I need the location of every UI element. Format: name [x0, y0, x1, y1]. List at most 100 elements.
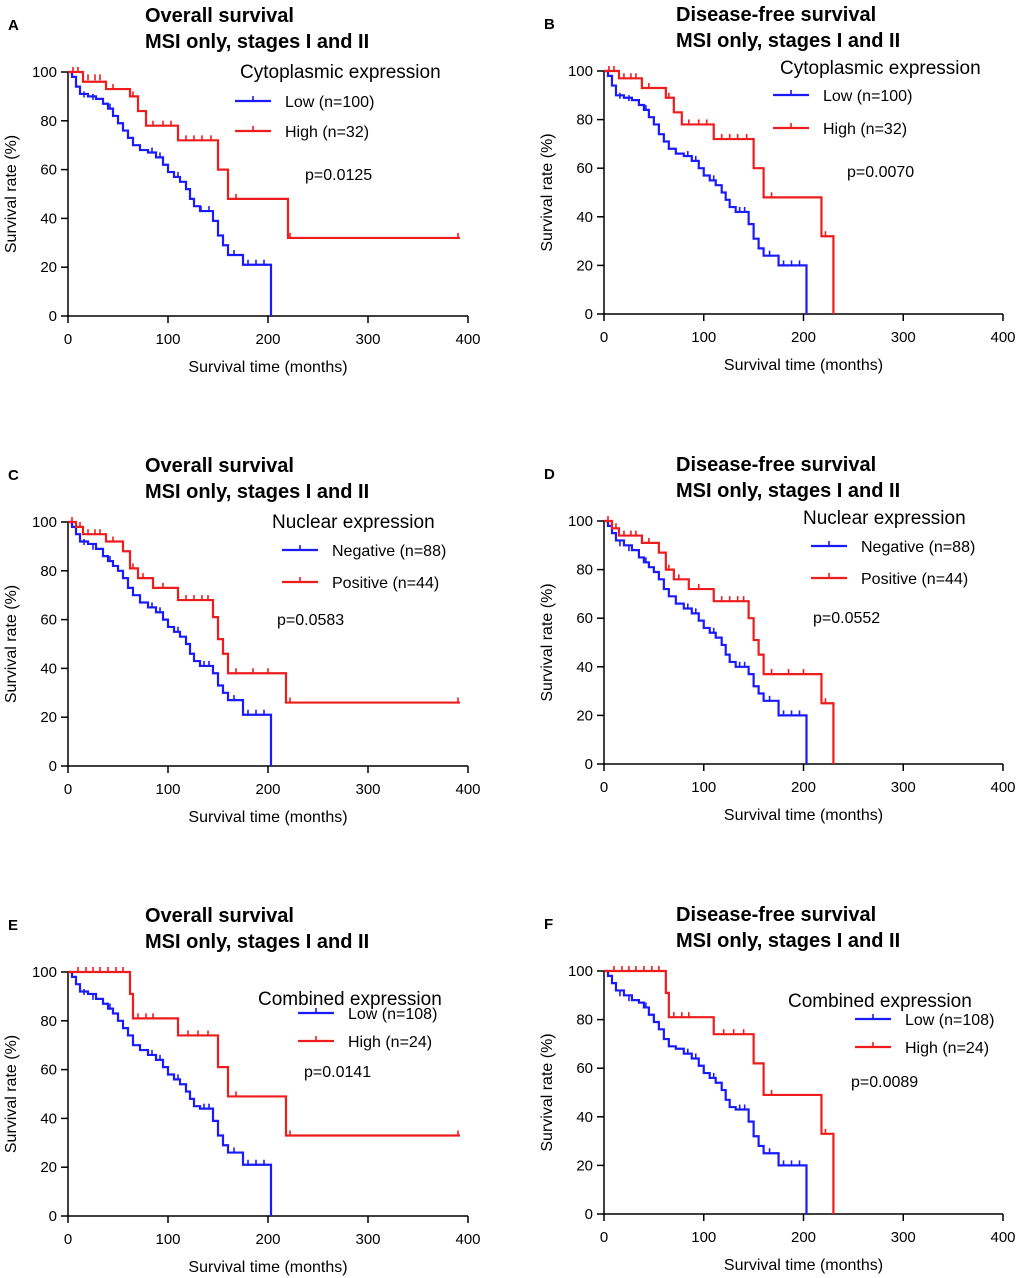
legend-title: Cytoplasmic expression	[240, 62, 441, 83]
y-tick-label: 80	[40, 113, 57, 130]
y-tick-label: 40	[40, 210, 57, 227]
x-tick-label: 0	[64, 1231, 72, 1248]
panel-letter-c: C	[8, 467, 19, 484]
x-tick-label: 200	[255, 1231, 280, 1248]
legend-label-high: High (n=32)	[823, 121, 907, 138]
p-value-label: p=0.0089	[851, 1074, 918, 1091]
legend-label-low: Low (n=100)	[285, 94, 374, 111]
y-axis-label: Survival rate (%)	[3, 1035, 20, 1153]
y-axis-label: Survival rate (%)	[539, 1033, 556, 1151]
chart-title-line-2: MSI only, stages I and II	[676, 30, 900, 52]
survival-curve-low	[68, 520, 273, 766]
y-axis-label: Survival rate (%)	[3, 135, 20, 253]
chart-title-line-1: Overall survival	[145, 455, 294, 477]
x-tick-label: 300	[891, 779, 916, 796]
x-tick-label: 400	[455, 331, 480, 348]
legend-label-high: Positive (n=44)	[861, 571, 968, 588]
y-tick-label: 100	[568, 963, 593, 980]
chart-title-line-2: MSI only, stages I and II	[145, 31, 369, 53]
p-value-label: p=0.0125	[305, 167, 372, 184]
chart-title-line-2: MSI only, stages I and II	[676, 480, 900, 502]
panel-e: E Overall survival MSI only, stages I and …	[3, 905, 481, 1276]
y-tick-label: 20	[576, 257, 593, 274]
chart-title-line-1: Disease-free survival	[676, 454, 876, 476]
panel-b: B Disease-free survival MSI only, stages I…	[539, 4, 1016, 374]
x-tick-label: 100	[155, 1231, 180, 1248]
y-tick-label: 40	[576, 1109, 593, 1126]
y-tick-label: 0	[49, 1208, 57, 1225]
x-tick-label: 300	[891, 329, 916, 346]
survival-curve-low	[604, 969, 808, 1214]
y-axis-label: Survival rate (%)	[3, 585, 20, 703]
panel-c: C Overall survival MSI only, stages I and …	[3, 455, 481, 826]
x-tick-label: 400	[990, 1229, 1015, 1246]
y-tick-label: 60	[576, 1060, 593, 1077]
y-tick-label: 0	[49, 308, 57, 325]
y-tick-label: 0	[585, 306, 593, 323]
y-tick-label: 80	[40, 563, 57, 580]
x-tick-label: 0	[600, 329, 608, 346]
survival-curve-low	[68, 70, 273, 316]
chart-title-line-1: Disease-free survival	[676, 904, 876, 926]
y-tick-label: 20	[40, 1159, 57, 1176]
y-tick-label: 0	[49, 758, 57, 775]
x-tick-label: 400	[990, 779, 1015, 796]
panel-letter-a: A	[8, 17, 19, 34]
x-tick-label: 300	[355, 781, 380, 798]
survival-curve-high	[68, 70, 460, 240]
y-tick-label: 0	[585, 756, 593, 773]
y-tick-label: 40	[576, 209, 593, 226]
legend-label-low: Low (n=108)	[905, 1012, 994, 1029]
panel-letter-d: D	[544, 466, 555, 483]
p-value-label: p=0.0552	[813, 610, 880, 627]
legend-label-high: High (n=24)	[905, 1040, 989, 1057]
panel-a: A Overall survival MSI only, stages I and …	[3, 5, 481, 376]
x-tick-label: 200	[791, 1229, 816, 1246]
panel-d: D Disease-free survival MSI only, stages I…	[539, 454, 1016, 824]
chart-title-line-1: Overall survival	[145, 905, 294, 927]
y-tick-label: 80	[40, 1013, 57, 1030]
survival-curve-high	[604, 519, 835, 764]
x-tick-label: 400	[990, 329, 1015, 346]
p-value-label: p=0.0141	[304, 1064, 371, 1081]
panel-letter-b: B	[544, 16, 555, 33]
legend-label-high: Positive (n=44)	[332, 575, 439, 592]
y-tick-label: 100	[568, 63, 593, 80]
x-axis-label: Survival time (months)	[188, 809, 347, 826]
survival-curve-high	[604, 69, 835, 314]
y-tick-label: 60	[40, 1062, 57, 1079]
chart-title-line-1: Disease-free survival	[676, 4, 876, 26]
y-tick-label: 60	[40, 162, 57, 179]
y-tick-label: 40	[40, 1110, 57, 1127]
p-value-label: p=0.0070	[847, 164, 914, 181]
x-tick-label: 400	[455, 781, 480, 798]
y-tick-label: 100	[32, 964, 57, 981]
chart-title-line-2: MSI only, stages I and II	[145, 481, 369, 503]
legend-title: Nuclear expression	[272, 512, 435, 533]
legend-title: Combined expression	[258, 989, 442, 1010]
x-tick-label: 0	[600, 1229, 608, 1246]
x-tick-label: 200	[255, 331, 280, 348]
legend-title: Cytoplasmic expression	[780, 58, 981, 79]
y-tick-label: 20	[576, 1157, 593, 1174]
x-tick-label: 100	[691, 329, 716, 346]
survival-curve-high	[604, 969, 835, 1214]
x-axis-label: Survival time (months)	[724, 357, 883, 374]
x-tick-label: 0	[64, 781, 72, 798]
x-tick-label: 400	[455, 1231, 480, 1248]
x-tick-label: 200	[255, 781, 280, 798]
legend-label-low: Low (n=100)	[823, 88, 912, 105]
survival-curve-low	[68, 970, 273, 1216]
x-tick-label: 0	[64, 331, 72, 348]
y-tick-label: 40	[576, 659, 593, 676]
legend-title: Combined expression	[788, 991, 972, 1012]
x-tick-label: 200	[791, 779, 816, 796]
x-tick-label: 100	[691, 1229, 716, 1246]
y-tick-label: 20	[40, 709, 57, 726]
p-value-label: p=0.0583	[277, 612, 344, 629]
y-tick-label: 20	[576, 707, 593, 724]
survival-curve-low	[604, 69, 808, 314]
panel-f: F Disease-free survival MSI only, stages I…	[539, 904, 1016, 1274]
x-tick-label: 0	[600, 779, 608, 796]
